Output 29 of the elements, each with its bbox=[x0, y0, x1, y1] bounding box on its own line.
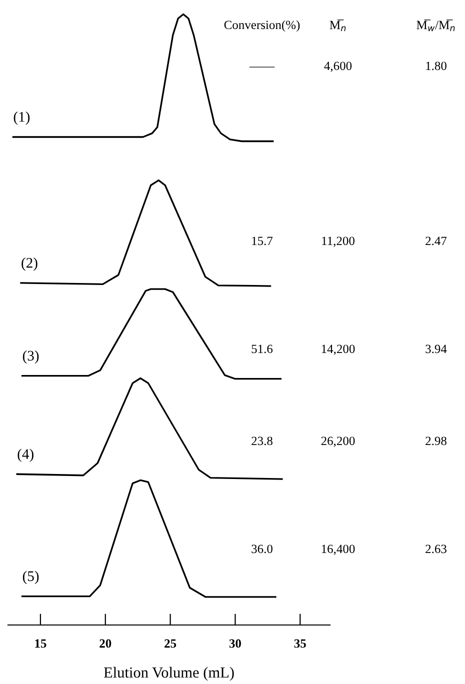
text: 2.47 bbox=[426, 236, 447, 246]
x-axis-title: Elution Volume (mL) bbox=[104, 666, 234, 681]
x-tick-label: 25 bbox=[164, 639, 176, 648]
annotation: 14,200 bbox=[322, 344, 355, 355]
x-tick-label: 20 bbox=[100, 639, 112, 648]
x-tick-label: 30 bbox=[229, 639, 241, 648]
text: M̅$_{w}$/M̅$_{n}$ bbox=[416, 20, 455, 32]
text: 1.80 bbox=[426, 62, 446, 70]
text: 2.63 bbox=[426, 544, 446, 554]
series-label: (5) bbox=[22, 570, 39, 584]
series-label: (1) bbox=[14, 112, 30, 125]
annotation: 11,200 bbox=[322, 236, 354, 247]
annotation: 26,200 bbox=[321, 436, 355, 447]
annotation: 36.0 bbox=[252, 544, 272, 554]
text: 3.94 bbox=[426, 344, 447, 354]
annotation: 16,400 bbox=[322, 544, 355, 555]
annotation: 15.7 bbox=[252, 236, 273, 246]
x-tick-label: 35 bbox=[294, 639, 306, 648]
text: 2.98 bbox=[426, 436, 446, 446]
series-label: (3) bbox=[22, 350, 39, 364]
annotation: M̅$_{n}$ bbox=[330, 20, 346, 32]
x-tick-label: 15 bbox=[35, 639, 46, 648]
series-label: (2) bbox=[22, 258, 38, 271]
annotation: 23.8 bbox=[252, 436, 272, 446]
series-label: (4) bbox=[18, 448, 34, 462]
annotation: 51.6 bbox=[252, 344, 273, 354]
annotation: 4,600 bbox=[324, 62, 352, 72]
annotation: Conversion(%) bbox=[224, 20, 300, 32]
annotation: —— bbox=[249, 66, 275, 68]
